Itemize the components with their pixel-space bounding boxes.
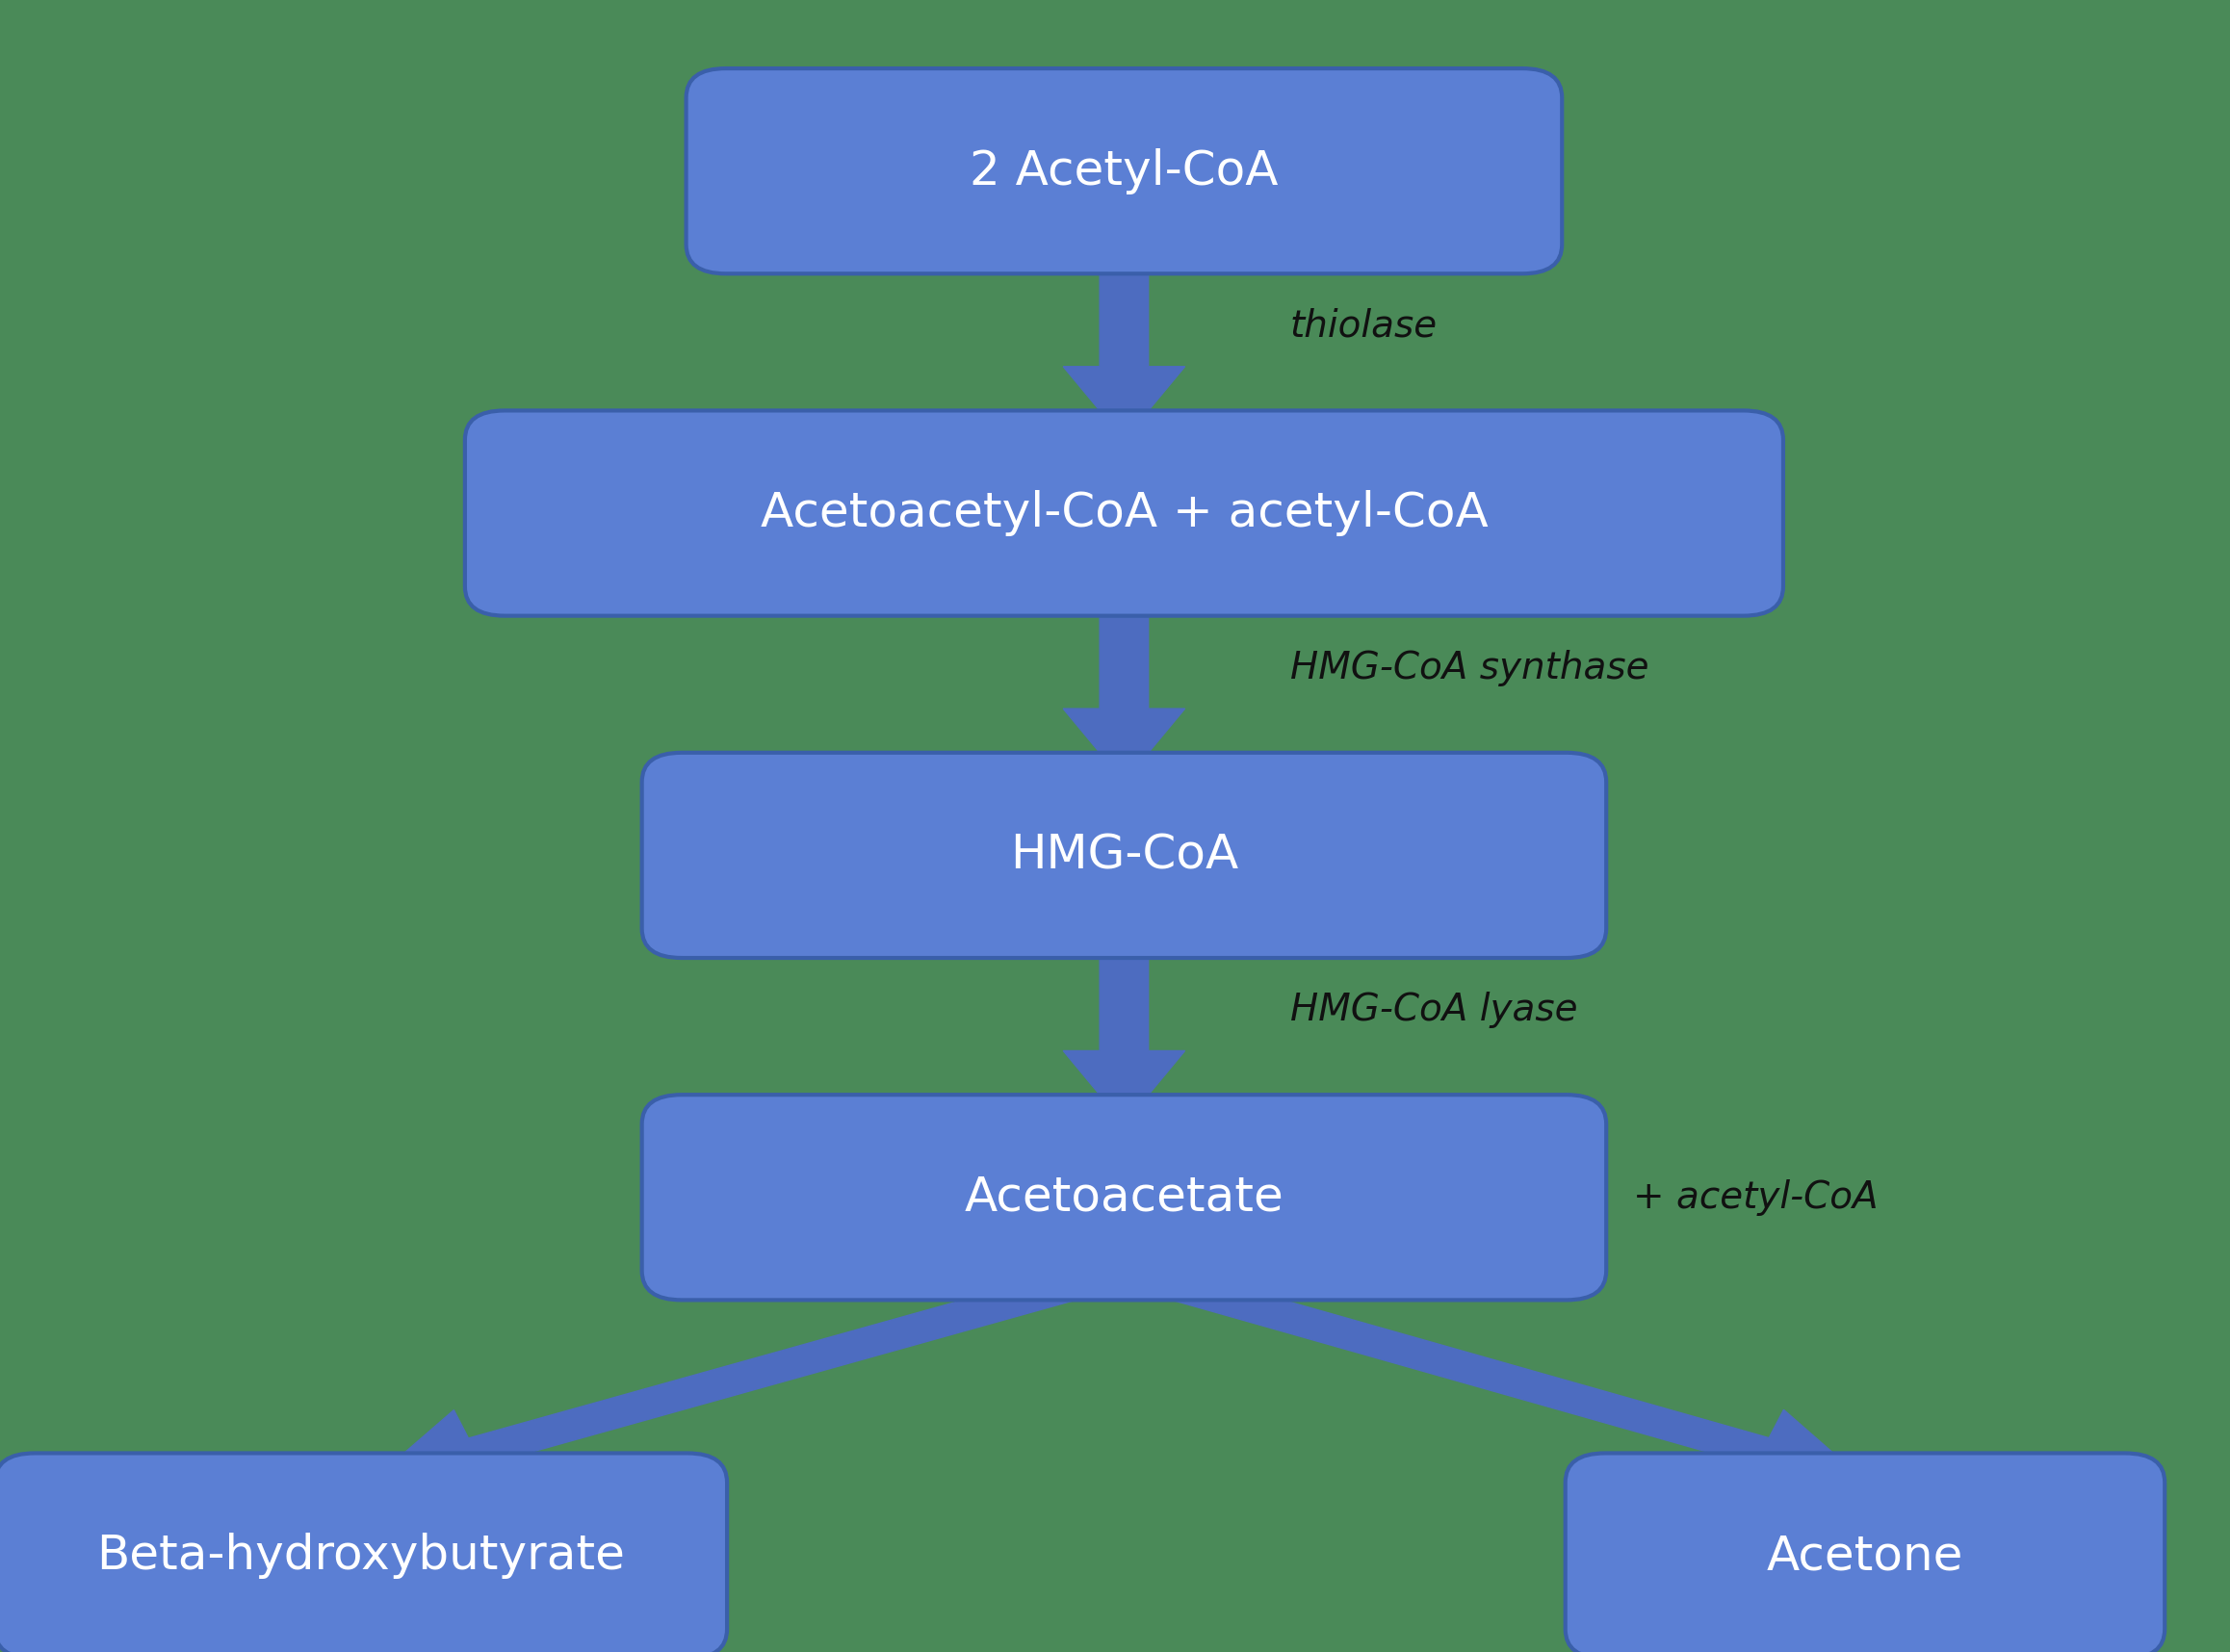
FancyBboxPatch shape (642, 1095, 1606, 1300)
Text: Acetone: Acetone (1766, 1533, 1962, 1579)
Text: + acetyl-CoA: + acetyl-CoA (1632, 1180, 1878, 1216)
FancyArrow shape (1064, 586, 1184, 781)
Text: Acetoacetyl-CoA + acetyl-CoA: Acetoacetyl-CoA + acetyl-CoA (760, 491, 1487, 537)
FancyBboxPatch shape (1565, 1454, 2165, 1652)
FancyArrow shape (1064, 928, 1184, 1123)
FancyArrow shape (372, 1257, 1131, 1493)
FancyBboxPatch shape (642, 753, 1606, 958)
FancyArrow shape (1117, 1257, 1864, 1493)
FancyBboxPatch shape (0, 1454, 727, 1652)
Text: Beta-hydroxybutyrate: Beta-hydroxybutyrate (96, 1533, 624, 1579)
Text: Acetoacetate: Acetoacetate (963, 1175, 1284, 1221)
FancyBboxPatch shape (687, 68, 1561, 274)
Text: thiolase: thiolase (1289, 307, 1438, 344)
FancyArrow shape (1064, 244, 1184, 439)
Text: HMG-CoA synthase: HMG-CoA synthase (1289, 649, 1648, 686)
Text: HMG-CoA lyase: HMG-CoA lyase (1289, 991, 1577, 1028)
FancyBboxPatch shape (464, 411, 1784, 616)
Text: HMG-CoA: HMG-CoA (1010, 833, 1238, 879)
Text: 2 Acetyl-CoA: 2 Acetyl-CoA (970, 149, 1278, 195)
